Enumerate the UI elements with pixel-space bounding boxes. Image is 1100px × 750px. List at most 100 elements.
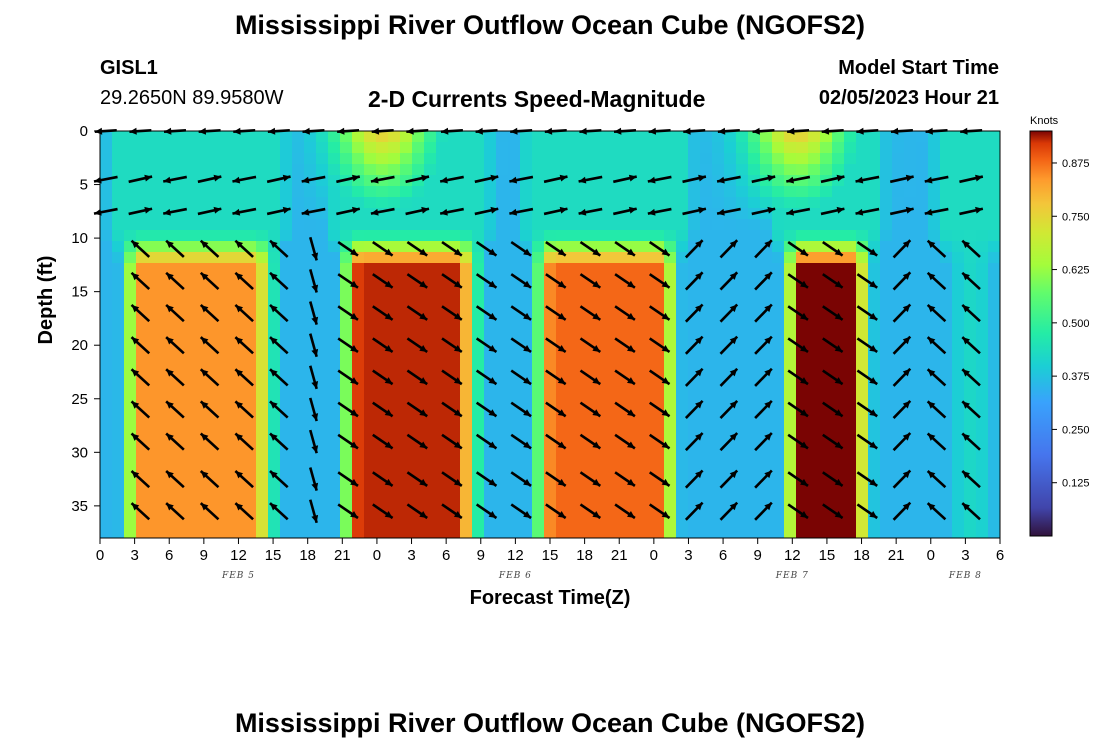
- heatmap-cell: [520, 516, 533, 528]
- heatmap-cell: [976, 186, 989, 198]
- heatmap-cell: [292, 472, 305, 484]
- heatmap-cell: [496, 362, 509, 374]
- heatmap-cell: [976, 153, 989, 165]
- heatmap-cell: [352, 219, 365, 231]
- heatmap-cell: [820, 186, 833, 198]
- heatmap-cell: [220, 516, 233, 528]
- heatmap-cell: [256, 274, 269, 286]
- heatmap-cell: [436, 252, 449, 264]
- heatmap-cell: [244, 461, 257, 473]
- heatmap-cell: [700, 428, 713, 440]
- heatmap-cell: [172, 153, 185, 165]
- heatmap-cell: [640, 186, 653, 198]
- heatmap-cell: [640, 395, 653, 407]
- heatmap-cell: [460, 186, 473, 198]
- heatmap-cell: [580, 164, 593, 176]
- heatmap-cell: [328, 131, 341, 143]
- heatmap-cell: [412, 285, 425, 297]
- heatmap-cell: [316, 219, 329, 231]
- heatmap-cell: [616, 362, 629, 374]
- current-arrow-head: [419, 312, 428, 320]
- current-arrow-head: [311, 284, 319, 293]
- heatmap-cell: [292, 318, 305, 330]
- heatmap-cell: [736, 131, 749, 143]
- heatmap-cell: [544, 373, 557, 385]
- heatmap-cell: [676, 439, 689, 451]
- model-start-label: Model Start Time: [838, 57, 999, 79]
- heatmap-cell: [520, 263, 533, 275]
- heatmap-cell: [316, 450, 329, 462]
- heatmap-cell: [196, 186, 209, 198]
- heatmap-cell: [460, 153, 473, 165]
- heatmap-cell: [964, 318, 977, 330]
- heatmap-cell: [568, 219, 581, 231]
- heatmap-cell: [856, 274, 869, 286]
- heatmap-cell: [544, 318, 557, 330]
- heatmap-cell: [664, 318, 677, 330]
- heatmap-cell: [928, 329, 941, 341]
- heatmap-cell: [544, 241, 557, 253]
- heatmap-cell: [772, 472, 785, 484]
- heatmap-cell: [568, 351, 581, 363]
- heatmap-cell: [976, 461, 989, 473]
- current-arrow-head: [235, 240, 244, 249]
- heatmap-cell: [472, 197, 485, 209]
- heatmap-cell: [976, 395, 989, 407]
- plot-title: 2-D Currents Speed-Magnitude: [368, 86, 706, 112]
- heatmap-cell: [772, 494, 785, 506]
- heatmap-cell: [220, 406, 233, 418]
- heatmap-cell: [940, 142, 953, 154]
- heatmap-cell: [928, 439, 941, 451]
- heatmap-cell: [508, 197, 521, 209]
- heatmap-cell: [376, 230, 389, 242]
- heatmap-cell: [148, 461, 161, 473]
- heatmap-cell: [316, 494, 329, 506]
- current-arrow-head: [557, 345, 566, 352]
- heatmap-cell: [316, 153, 329, 165]
- heatmap-cell: [892, 472, 905, 484]
- heatmap-cell: [316, 395, 329, 407]
- heatmap-cell: [160, 142, 173, 154]
- heatmap-cell: [904, 219, 917, 231]
- heatmap-cell: [772, 263, 785, 275]
- heatmap-cell: [556, 252, 569, 264]
- heatmap-cell: [904, 527, 917, 538]
- heatmap-cell: [820, 241, 833, 253]
- heatmap-cell: [112, 131, 125, 143]
- heatmap-cell: [304, 516, 317, 528]
- heatmap-cell: [856, 439, 869, 451]
- heatmap-cell: [364, 285, 377, 297]
- heatmap-cell: [484, 384, 497, 396]
- heatmap-cell: [304, 131, 317, 143]
- heatmap-cell: [568, 505, 581, 517]
- heatmap-cell: [916, 329, 929, 341]
- heatmap-cell: [964, 197, 977, 209]
- heatmap-cell: [700, 362, 713, 374]
- heatmap-cell: [784, 318, 797, 330]
- heatmap-cell: [244, 230, 257, 242]
- heatmap-cell: [556, 142, 569, 154]
- heatmap-cell: [436, 329, 449, 341]
- heatmap-cell: [568, 175, 581, 187]
- heatmap-cell: [388, 296, 401, 308]
- heatmap-cell: [568, 131, 581, 143]
- heatmap-cell: [268, 197, 281, 209]
- heatmap-cell: [796, 417, 809, 429]
- heatmap-cell: [160, 263, 173, 275]
- heatmap-cell: [196, 340, 209, 352]
- heatmap-cell: [376, 373, 389, 385]
- heatmap-cell: [376, 285, 389, 297]
- heatmap-cell: [328, 439, 341, 451]
- heatmap-cell: [652, 329, 665, 341]
- heatmap-cell: [712, 516, 725, 528]
- current-arrow-head: [440, 176, 448, 184]
- heatmap-cell: [148, 494, 161, 506]
- heatmap-cell: [724, 373, 737, 385]
- heatmap-cell: [736, 230, 749, 242]
- heatmap-cell: [916, 428, 929, 440]
- heatmap-cell: [808, 197, 821, 209]
- heatmap-cell: [472, 494, 485, 506]
- current-arrow-head: [131, 433, 140, 441]
- heatmap-cell: [568, 439, 581, 451]
- main-title: Mississippi River Outflow Ocean Cube (NG…: [234, 10, 866, 40]
